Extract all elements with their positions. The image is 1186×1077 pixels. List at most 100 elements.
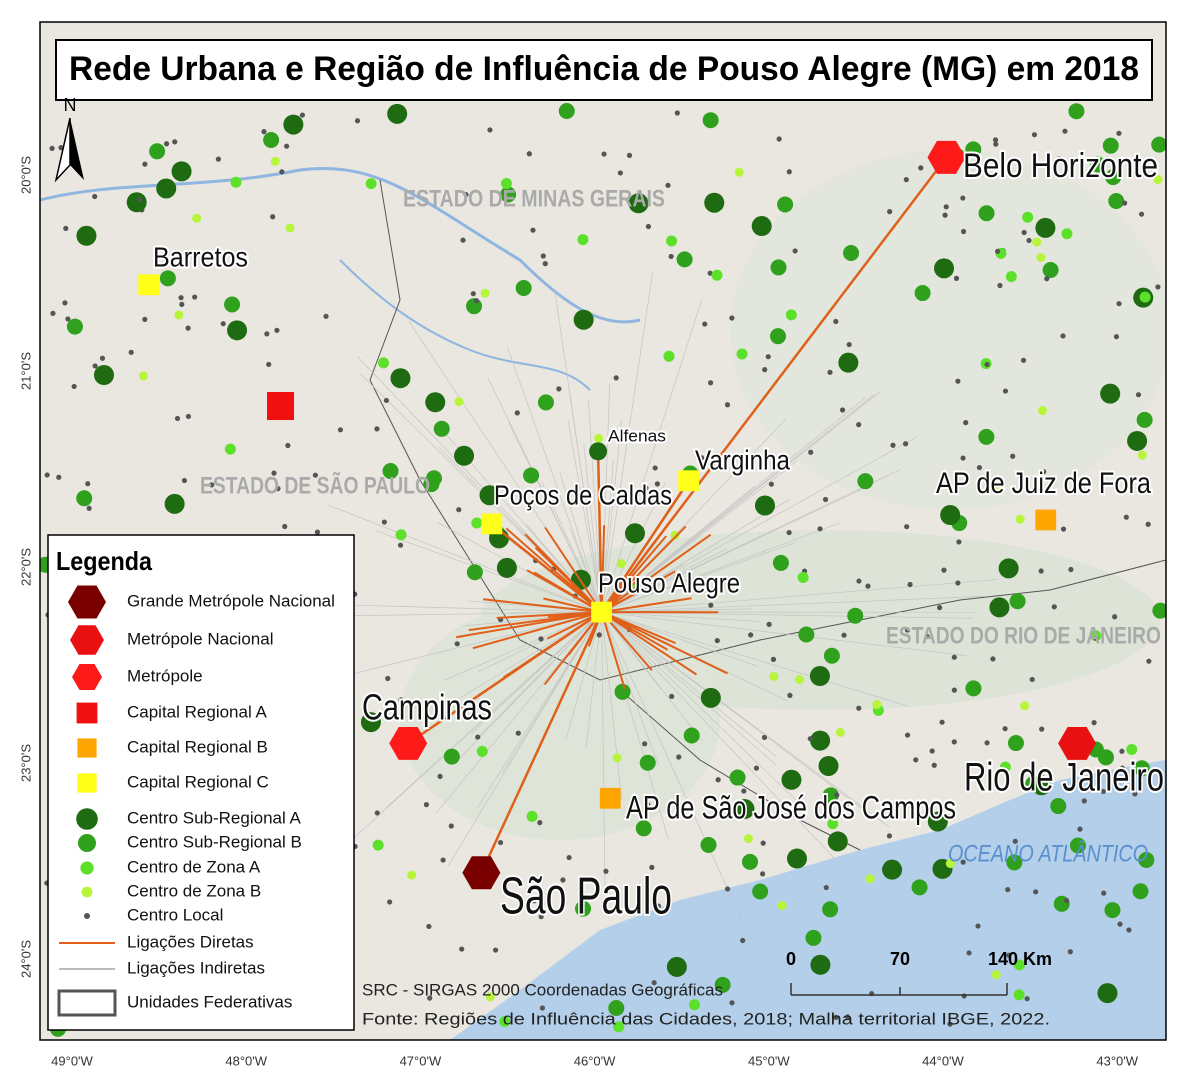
center-symbol (939, 719, 945, 725)
indirect-link (565, 611, 602, 741)
direct-link (601, 611, 698, 676)
center-symbol (92, 193, 98, 200)
center-symbol (953, 275, 960, 281)
center-symbol (514, 410, 520, 416)
center-symbol (1029, 676, 1035, 683)
center-symbol (904, 627, 911, 633)
center-symbol (515, 279, 532, 296)
center-symbol (1090, 156, 1107, 173)
center-symbol (635, 820, 652, 837)
center-symbol (1024, 996, 1030, 1002)
center-symbol (608, 999, 625, 1016)
center-symbol (423, 476, 440, 493)
center-symbol (500, 186, 517, 203)
city-symbol (481, 513, 503, 535)
river (339, 259, 591, 391)
center-symbol (179, 301, 185, 307)
center-symbol (86, 505, 92, 511)
center-symbol (470, 291, 476, 297)
center-symbol (227, 320, 248, 341)
center-symbol (537, 394, 554, 411)
center-symbol (454, 641, 460, 647)
center-symbol (663, 350, 675, 362)
ocean-label: OCEANO ATLÂNTICO (948, 840, 1148, 867)
center-symbol (841, 632, 847, 638)
center-symbol (1036, 253, 1046, 263)
city-label: Poços de Caldas (494, 479, 672, 510)
center-symbol (138, 371, 148, 381)
center-symbol (654, 481, 660, 487)
center-symbol (947, 1021, 953, 1027)
center-symbol (382, 463, 399, 480)
center-symbol (760, 871, 766, 877)
center-symbol (454, 445, 475, 466)
center-symbol (743, 834, 753, 844)
center-symbol (1056, 156, 1062, 162)
source-note: Fonte: Regiões de Influência das Cidades… (362, 1009, 1050, 1028)
center-symbol (729, 315, 735, 321)
indirect-link (344, 611, 602, 847)
indirect-link (583, 444, 602, 613)
center-symbol (1139, 291, 1151, 303)
center-symbol (209, 482, 215, 488)
center-symbol (1152, 602, 1166, 619)
center-symbol (1013, 989, 1025, 1001)
city-labels: São Paulo Rio de Janeiro Belo Horizonte Cam… (151, 145, 1166, 928)
center-symbol (475, 734, 481, 740)
regional-capital-a (267, 392, 294, 420)
direct-link (544, 526, 603, 613)
center-symbol (990, 656, 996, 662)
center-symbol (185, 325, 191, 331)
center-symbol (500, 177, 512, 189)
center-symbol (903, 176, 909, 183)
indirect-link (601, 595, 987, 613)
center-symbol (1035, 217, 1056, 238)
center-symbol (766, 621, 772, 627)
map-frame (39, 21, 1167, 1041)
indirect-link (601, 461, 614, 613)
center-symbol (440, 857, 446, 863)
city-label: Pouso Alegre (598, 567, 740, 598)
center-symbol (724, 402, 731, 408)
indirect-link (601, 612, 606, 894)
center-symbol (164, 493, 185, 514)
center-symbol (711, 269, 723, 281)
center-symbol (995, 248, 1001, 254)
center-symbol (337, 427, 344, 433)
center-symbol (616, 559, 626, 569)
center-symbol (224, 443, 236, 455)
center-symbol (645, 802, 651, 808)
center-symbol (827, 369, 833, 375)
center-symbol (1006, 952, 1012, 958)
center-symbol (827, 818, 839, 830)
center-symbol (1068, 566, 1074, 573)
center-symbol (463, 191, 469, 198)
center-symbol (768, 481, 774, 487)
center-symbol (924, 633, 930, 640)
center-symbol (918, 165, 924, 171)
center-symbol (807, 736, 813, 742)
center-symbol (978, 428, 995, 445)
center-symbol (142, 161, 148, 167)
direct-link (601, 611, 728, 675)
circle-symbol (81, 886, 93, 898)
center-symbol (1050, 798, 1067, 815)
center-symbol (1100, 383, 1121, 404)
center-symbol (787, 692, 793, 698)
center-symbol (984, 740, 990, 746)
direct-link (407, 611, 603, 745)
crs-note: SRC - SIRGAS 2000 Coordenadas Geográfica… (362, 980, 723, 999)
center-symbol (283, 114, 304, 135)
center-symbol (1081, 798, 1087, 804)
direct-link (480, 611, 603, 874)
center-symbol (742, 853, 759, 870)
indirect-link (601, 391, 881, 613)
center-symbol (1032, 237, 1042, 247)
center-symbol (531, 898, 537, 904)
center-symbol (50, 310, 56, 316)
center-symbol (1006, 854, 1023, 871)
center-symbol (818, 755, 839, 776)
lon-label: 45°0'W (748, 1053, 790, 1068)
center-symbol (1067, 949, 1073, 955)
center-symbol (683, 727, 700, 744)
